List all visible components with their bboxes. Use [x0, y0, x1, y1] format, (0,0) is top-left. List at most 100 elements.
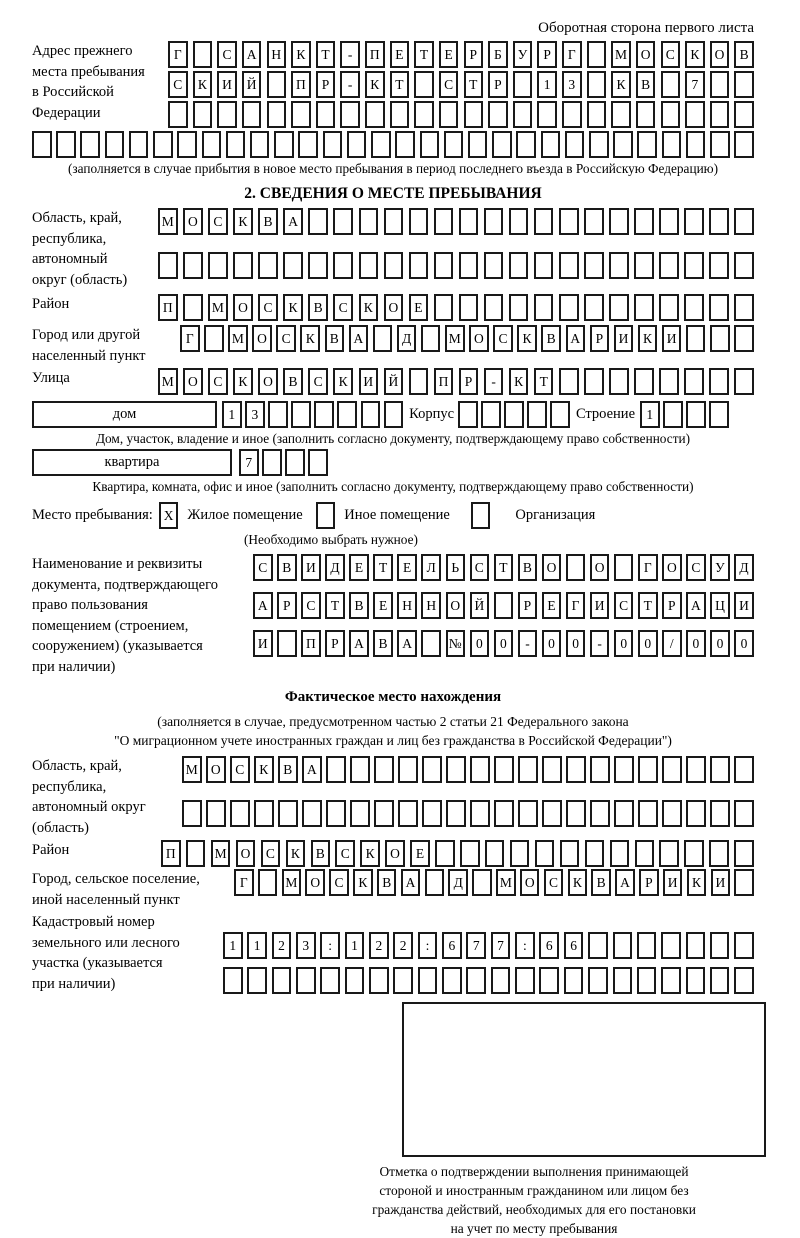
char-box[interactable]: [684, 252, 704, 279]
char-box[interactable]: [483, 252, 504, 279]
char-box[interactable]: [277, 630, 297, 657]
char-box[interactable]: [308, 252, 328, 279]
char-box[interactable]: [634, 840, 655, 867]
char-box[interactable]: А: [253, 592, 273, 619]
char-box[interactable]: И: [710, 869, 731, 896]
char-box[interactable]: [185, 840, 206, 867]
char-box[interactable]: О: [183, 208, 203, 235]
char-box[interactable]: И: [613, 325, 634, 352]
stamp-box[interactable]: [402, 1002, 766, 1157]
char-box[interactable]: С: [258, 294, 278, 321]
char-box[interactable]: [333, 252, 353, 279]
char-box[interactable]: [254, 800, 274, 827]
char-box[interactable]: К: [517, 325, 537, 352]
char-box[interactable]: [638, 756, 658, 783]
char-box[interactable]: [458, 401, 478, 428]
char-box[interactable]: Д: [448, 869, 468, 896]
char-box[interactable]: С: [543, 869, 564, 896]
char-box[interactable]: [470, 800, 490, 827]
char-box[interactable]: К: [291, 41, 311, 68]
char-box[interactable]: К: [254, 756, 274, 783]
char-box[interactable]: [291, 401, 311, 428]
char-box[interactable]: :: [417, 932, 438, 959]
char-box[interactable]: [636, 967, 657, 994]
char-box[interactable]: К: [358, 294, 378, 321]
char-box[interactable]: [566, 756, 586, 783]
char-box[interactable]: -: [589, 630, 610, 657]
char-box[interactable]: [734, 869, 754, 896]
char-box[interactable]: С: [301, 592, 321, 619]
char-box[interactable]: [586, 41, 607, 68]
char-box[interactable]: [734, 294, 754, 321]
char-box[interactable]: [80, 131, 100, 158]
char-box[interactable]: [684, 208, 704, 235]
char-box[interactable]: [443, 131, 464, 158]
char-box[interactable]: [534, 840, 555, 867]
char-box[interactable]: С: [217, 41, 237, 68]
char-box[interactable]: [613, 131, 633, 158]
char-box[interactable]: М: [210, 840, 231, 867]
char-box[interactable]: 0: [565, 630, 586, 657]
char-box[interactable]: [433, 252, 454, 279]
char-box[interactable]: К: [637, 325, 658, 352]
char-box[interactable]: 6: [563, 932, 584, 959]
char-box[interactable]: 6: [442, 932, 462, 959]
char-box[interactable]: -: [517, 630, 538, 657]
char-box[interactable]: О: [662, 554, 682, 581]
char-box[interactable]: К: [333, 368, 353, 395]
char-box[interactable]: [420, 325, 441, 352]
char-box[interactable]: [734, 368, 754, 395]
char-box[interactable]: А: [397, 630, 417, 657]
char-box[interactable]: [612, 967, 632, 994]
char-box[interactable]: [372, 325, 393, 352]
char-box[interactable]: 1: [247, 932, 267, 959]
char-box[interactable]: В: [591, 869, 611, 896]
char-box[interactable]: Г: [168, 41, 188, 68]
char-box[interactable]: С: [333, 294, 353, 321]
char-box[interactable]: [369, 967, 389, 994]
char-box[interactable]: [458, 208, 479, 235]
char-box[interactable]: [340, 101, 360, 128]
char-box[interactable]: [458, 252, 479, 279]
char-box[interactable]: [350, 756, 370, 783]
char-box[interactable]: И: [217, 71, 237, 98]
char-box[interactable]: [566, 800, 586, 827]
char-box[interactable]: [634, 294, 654, 321]
char-box[interactable]: О: [445, 592, 465, 619]
char-box[interactable]: [659, 252, 679, 279]
char-box[interactable]: Т: [493, 554, 514, 581]
char-box[interactable]: [283, 252, 303, 279]
char-box[interactable]: [128, 131, 149, 158]
char-box[interactable]: К: [192, 71, 213, 98]
char-box[interactable]: Д: [734, 554, 754, 581]
char-box[interactable]: [584, 368, 604, 395]
char-box[interactable]: А: [348, 325, 369, 352]
char-box[interactable]: [208, 252, 228, 279]
char-box[interactable]: [442, 967, 462, 994]
char-box[interactable]: С: [168, 71, 188, 98]
char-box[interactable]: [634, 252, 654, 279]
stay-type-checkbox-residential[interactable]: X: [158, 502, 179, 529]
char-box[interactable]: В: [258, 208, 278, 235]
char-box[interactable]: [709, 932, 730, 959]
char-box[interactable]: [374, 800, 394, 827]
char-box[interactable]: [408, 208, 429, 235]
char-box[interactable]: [266, 101, 286, 128]
char-box[interactable]: [463, 101, 483, 128]
char-box[interactable]: С: [493, 325, 513, 352]
char-box[interactable]: Д: [396, 325, 417, 352]
stay-type-checkbox-organization[interactable]: [470, 502, 491, 529]
char-box[interactable]: [533, 252, 554, 279]
char-box[interactable]: [609, 252, 629, 279]
char-box[interactable]: [584, 294, 604, 321]
char-box[interactable]: Р: [277, 592, 297, 619]
char-box[interactable]: [422, 800, 442, 827]
char-box[interactable]: [584, 840, 605, 867]
char-box[interactable]: [371, 131, 391, 158]
char-box[interactable]: Н: [421, 592, 441, 619]
char-box[interactable]: [225, 131, 246, 158]
char-box[interactable]: [588, 967, 608, 994]
char-box[interactable]: [158, 252, 178, 279]
char-box[interactable]: 0: [710, 630, 730, 657]
char-box[interactable]: И: [358, 368, 378, 395]
